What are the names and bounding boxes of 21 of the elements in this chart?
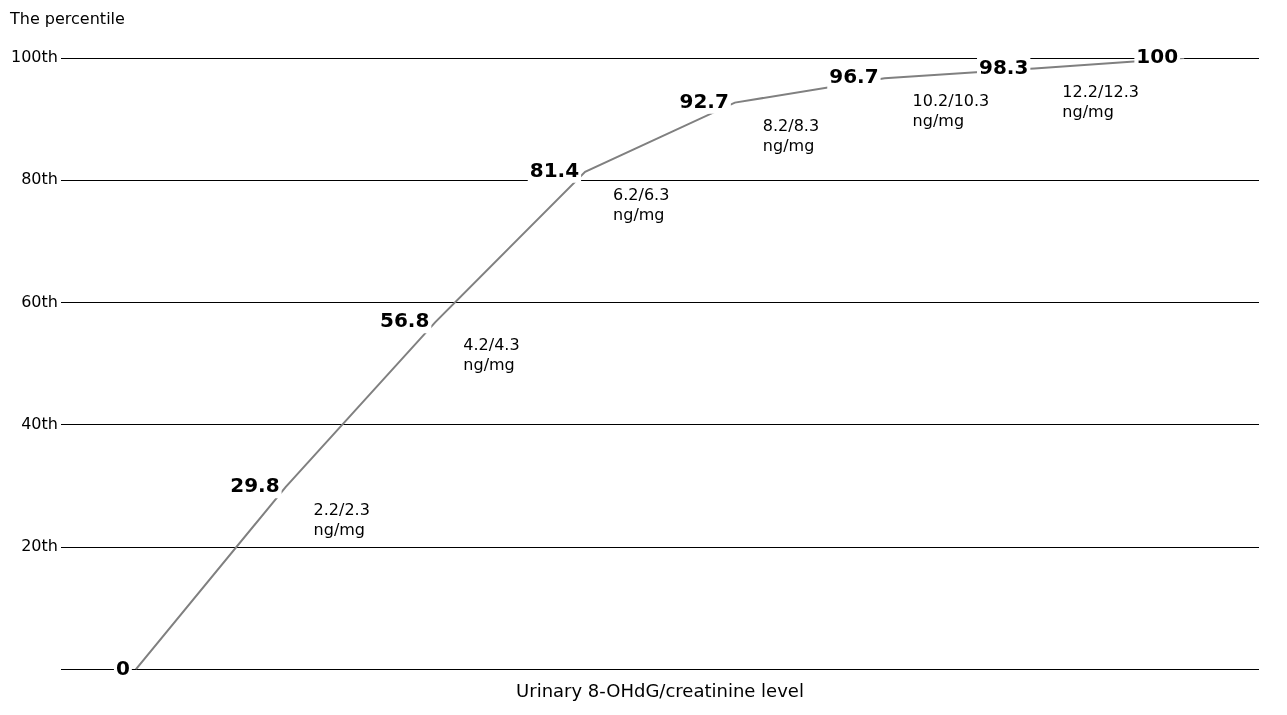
annotation: 10.2/10.3 ng/mg: [912, 91, 990, 131]
data-label: 96.7: [829, 64, 879, 89]
y-tick-label: 20th: [21, 536, 58, 556]
y-tick-label: 60th: [21, 291, 58, 311]
annotation: 4.2/4.3 ng/mg: [463, 335, 520, 375]
y-tick-label: 80th: [21, 169, 58, 189]
data-label: 81.4: [529, 157, 580, 182]
y-tick-label: 100th: [11, 47, 58, 67]
data-label: 98.3: [979, 54, 1029, 79]
x-axis-title: Urinary 8-OHdG/creatinine level: [516, 679, 804, 701]
data-label: 0: [115, 655, 130, 680]
annotation: 12.2/12.3 ng/mg: [1062, 81, 1140, 121]
data-label: 29.8: [230, 473, 280, 498]
data-label: 56.8: [379, 308, 430, 333]
data-label: 100: [1136, 44, 1179, 69]
annotation: 8.2/8.3 ng/mg: [762, 115, 820, 155]
y-tick-label: 40th: [21, 414, 58, 433]
data-label: 92.7: [679, 88, 729, 113]
annotation: 2.2/2.3 ng/mg: [313, 500, 370, 540]
annotation: 6.2/6.3 ng/mg: [613, 184, 670, 224]
y-axis-title: The percentile: [9, 9, 125, 29]
